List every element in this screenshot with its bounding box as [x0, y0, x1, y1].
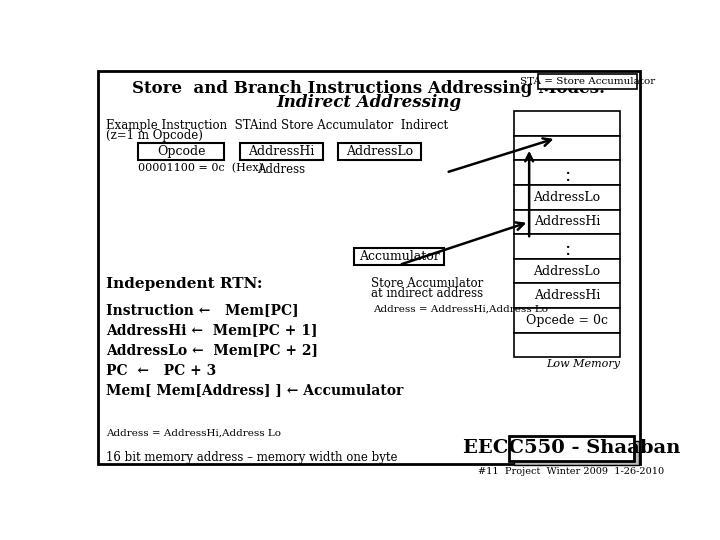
Bar: [240, 143, 323, 160]
Text: Mem[ Mem[Address] ] ← Accumulator: Mem[ Mem[Address] ] ← Accumulator: [106, 383, 403, 397]
Text: Opcode: Opcode: [157, 145, 205, 158]
Bar: [514, 160, 620, 185]
Text: Address = AddressHi,Address Lo: Address = AddressHi,Address Lo: [106, 428, 281, 437]
Text: PC  ←   PC + 3: PC ← PC + 3: [106, 363, 216, 377]
Text: STA = Store Accumulator: STA = Store Accumulator: [520, 77, 655, 86]
Text: 00001100 = 0c  (Hex): 00001100 = 0c (Hex): [138, 163, 263, 173]
Text: AddressHi: AddressHi: [248, 145, 315, 158]
Bar: [514, 210, 620, 234]
Text: Independent RTN:: Independent RTN:: [106, 276, 262, 291]
Text: Opcede = 0c: Opcede = 0c: [526, 314, 608, 327]
Bar: [514, 441, 639, 465]
Text: .: .: [564, 160, 570, 178]
Text: Address = AddressHi,Address Lo: Address = AddressHi,Address Lo: [373, 305, 548, 314]
Text: (z=1 in Opcode): (z=1 in Opcode): [106, 130, 202, 143]
Text: Store Accumulator: Store Accumulator: [371, 276, 483, 289]
Text: AddressHi: AddressHi: [534, 215, 600, 228]
Bar: [514, 259, 620, 284]
Bar: [138, 143, 224, 160]
Bar: [514, 136, 620, 160]
Bar: [539, 74, 637, 90]
Text: EECC550 - Shaaban: EECC550 - Shaaban: [463, 439, 680, 457]
Text: AddressLo: AddressLo: [534, 191, 600, 204]
Bar: [514, 185, 620, 210]
Text: Example Instruction  STAind Store Accumulator  Indirect: Example Instruction STAind Store Accumul…: [106, 119, 448, 132]
Bar: [514, 284, 620, 308]
Text: Address: Address: [257, 163, 305, 176]
Text: Indirect Addressing: Indirect Addressing: [276, 94, 462, 111]
Text: .: .: [564, 234, 570, 252]
Text: Accumulator: Accumulator: [359, 250, 439, 263]
Text: at indirect address: at indirect address: [371, 287, 483, 300]
Text: .: .: [564, 241, 570, 259]
Bar: [514, 111, 620, 136]
Text: 16 bit memory address – memory width one byte: 16 bit memory address – memory width one…: [106, 451, 397, 464]
Text: Store  and Branch Instructions Addressing Modes:: Store and Branch Instructions Addressing…: [132, 80, 606, 97]
Text: Low Memory: Low Memory: [546, 359, 620, 369]
Bar: [514, 333, 620, 357]
Text: AddressHi ←  Mem[PC + 1]: AddressHi ← Mem[PC + 1]: [106, 323, 317, 338]
Text: AddressLo: AddressLo: [346, 145, 413, 158]
Bar: [354, 248, 444, 265]
Text: AddressLo: AddressLo: [534, 265, 600, 278]
Bar: [514, 308, 620, 333]
Text: #11  Project  Winter 2009  1-26-2010: #11 Project Winter 2009 1-26-2010: [479, 467, 665, 476]
Bar: [338, 143, 421, 160]
Text: .: .: [564, 167, 570, 185]
Bar: [514, 234, 620, 259]
Bar: [509, 436, 634, 461]
Text: AddressLo ←  Mem[PC + 2]: AddressLo ← Mem[PC + 2]: [106, 343, 318, 357]
Text: AddressHi: AddressHi: [534, 289, 600, 302]
Text: Instruction ←   Mem[PC]: Instruction ← Mem[PC]: [106, 303, 298, 318]
